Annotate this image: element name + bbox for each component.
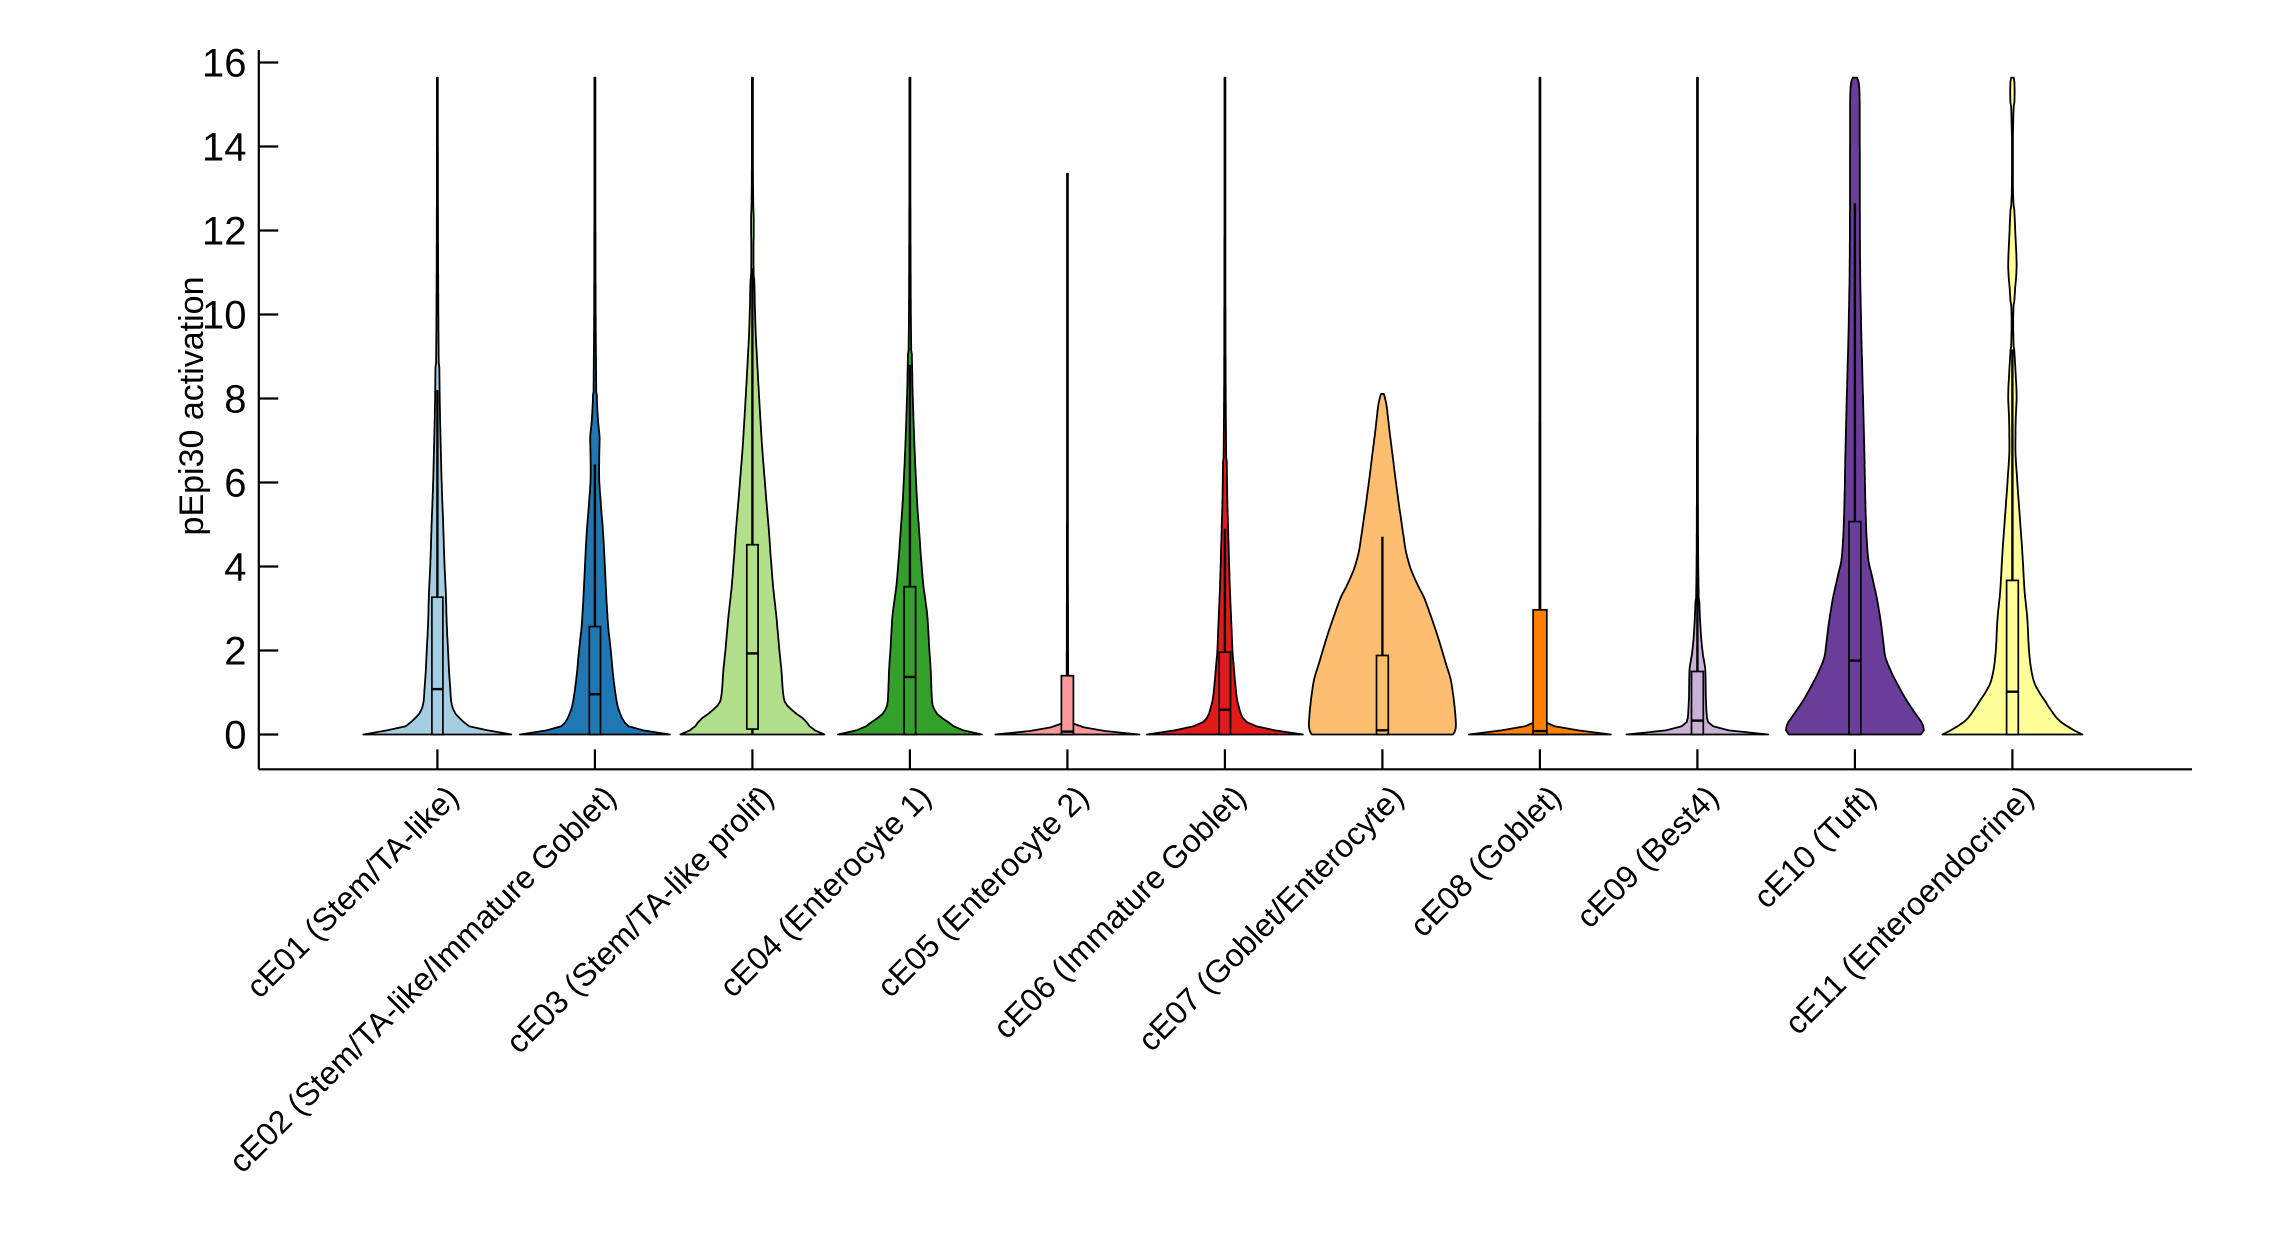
svg-text:16: 16 [202, 41, 247, 85]
svg-text:2: 2 [224, 629, 246, 673]
svg-text:12: 12 [202, 209, 247, 253]
svg-text:4: 4 [224, 545, 246, 589]
svg-text:pEpi30 activation: pEpi30 activation [173, 277, 211, 536]
svg-text:8: 8 [224, 377, 246, 421]
svg-text:6: 6 [224, 461, 246, 505]
svg-text:0: 0 [224, 713, 246, 757]
svg-text:10: 10 [202, 293, 247, 337]
svg-text:14: 14 [202, 125, 247, 169]
